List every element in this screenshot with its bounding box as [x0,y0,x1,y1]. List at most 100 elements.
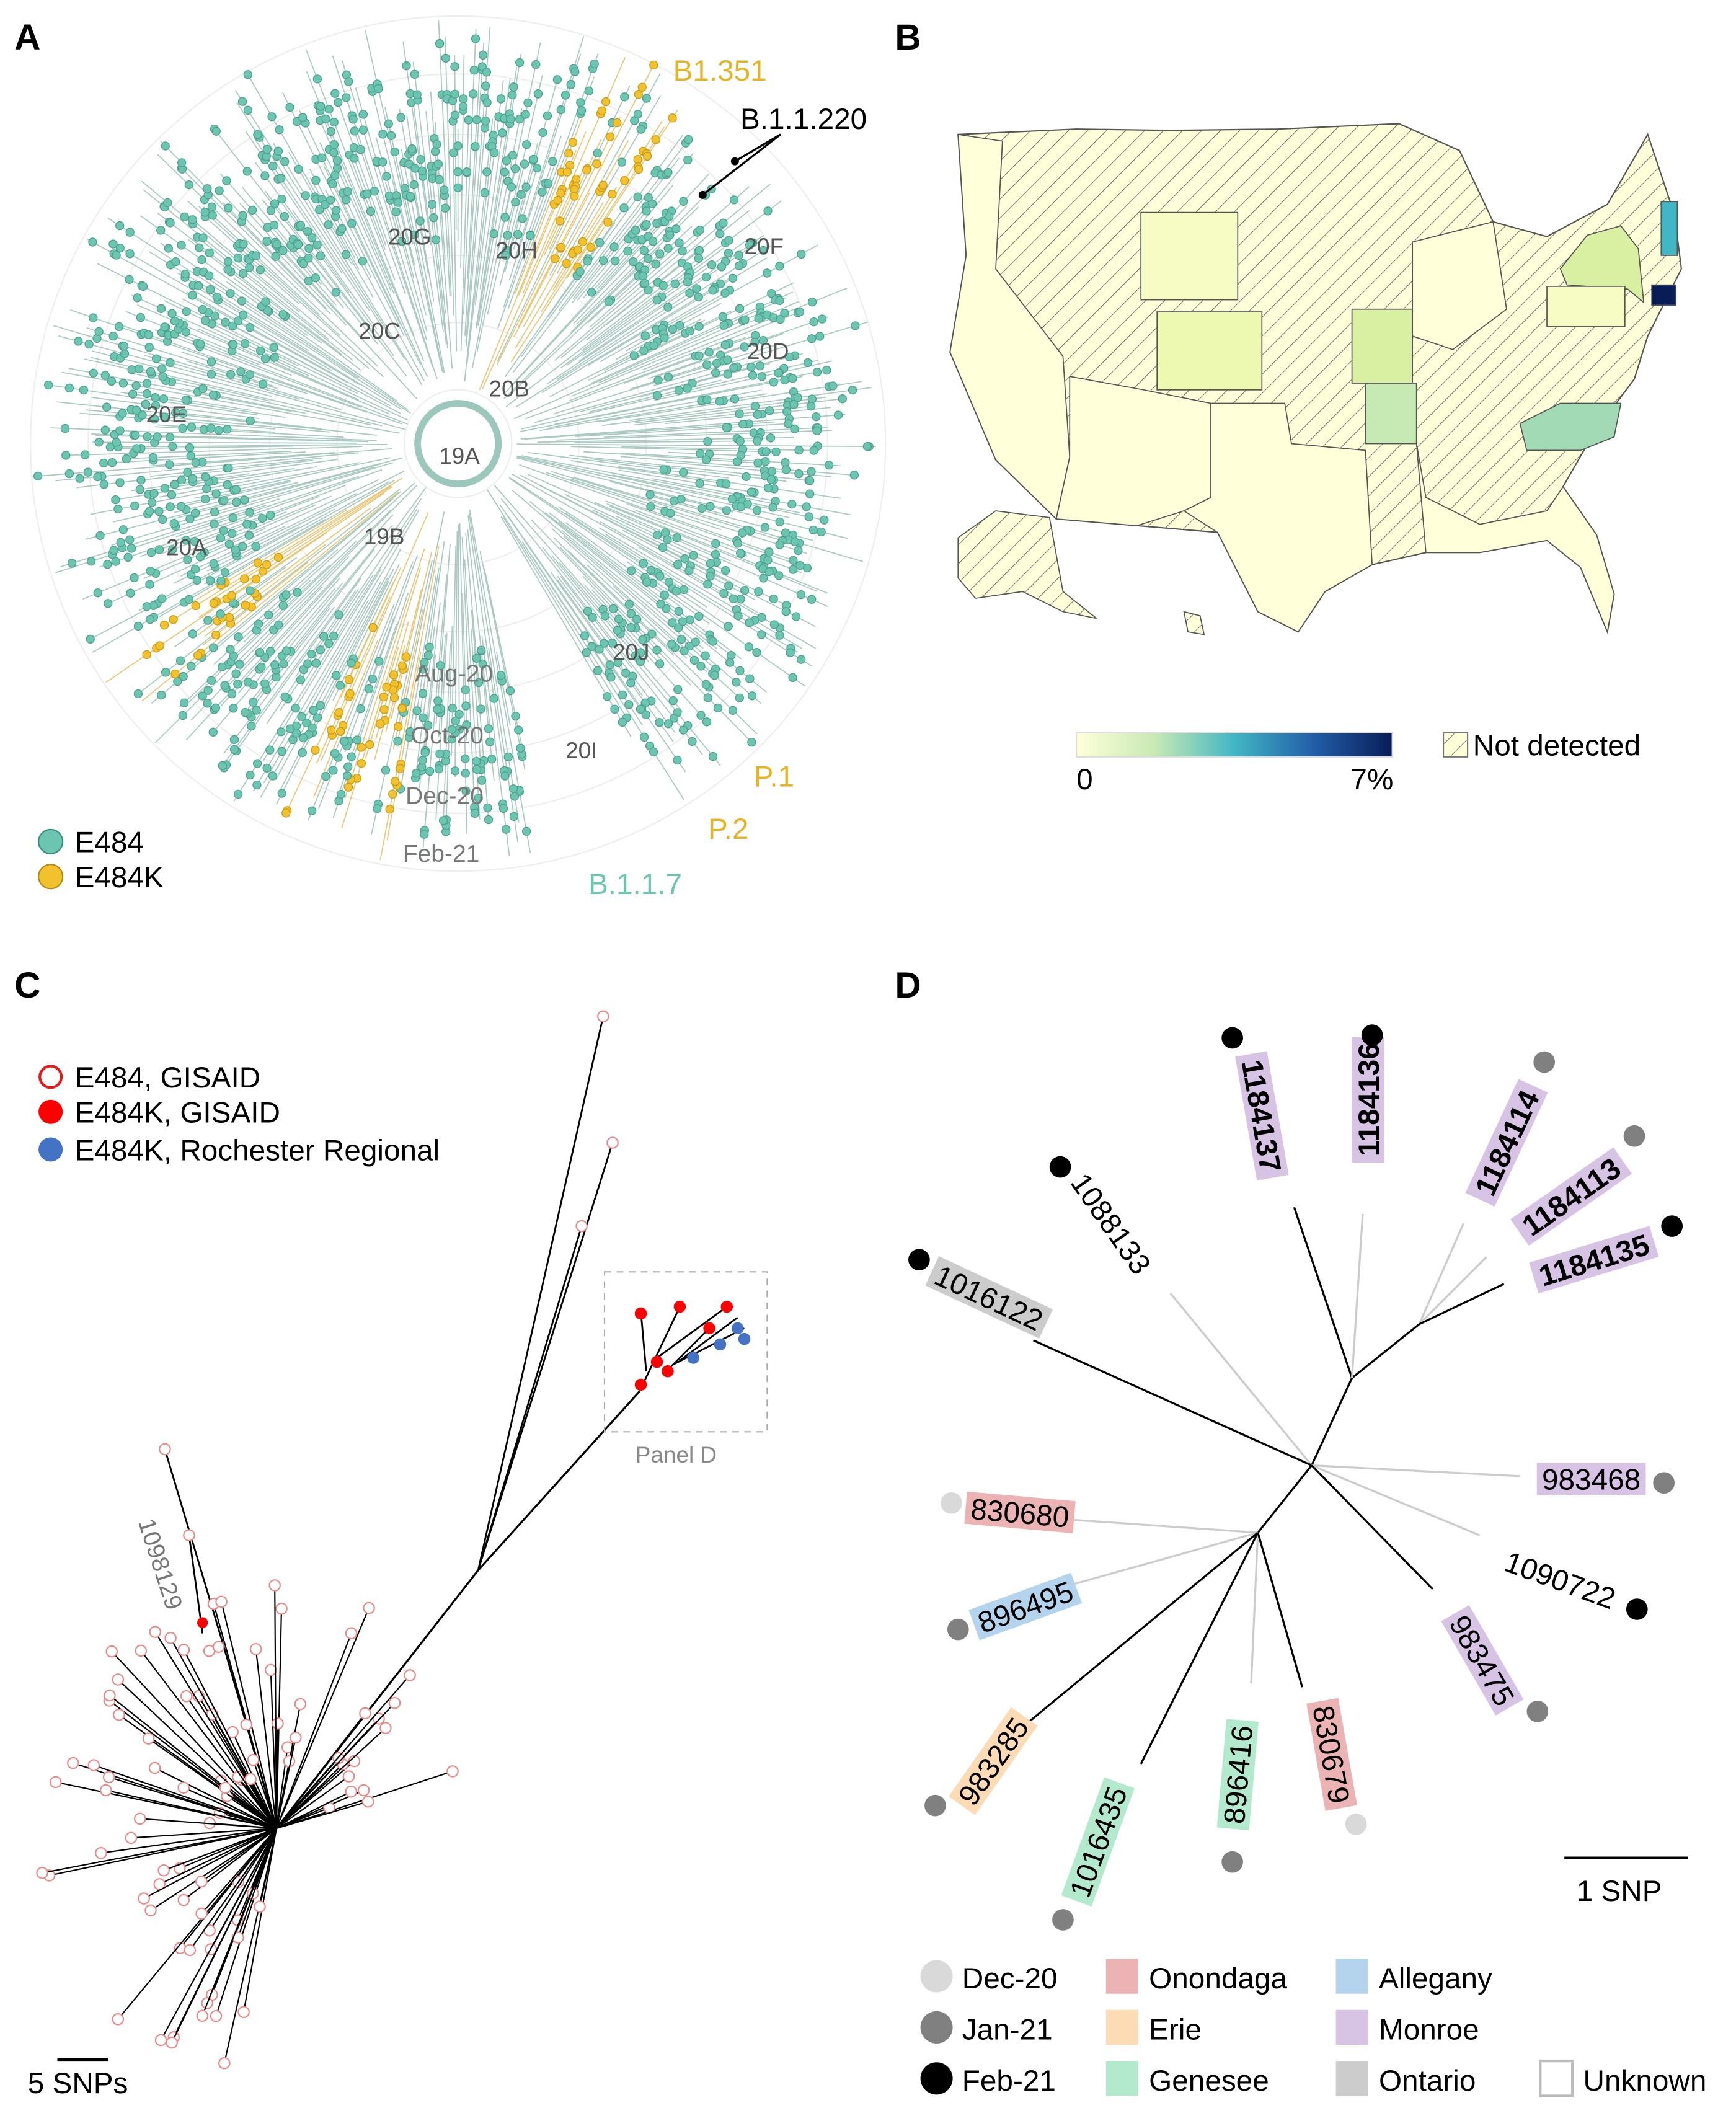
e484-tip [732,678,741,687]
e484-tip [148,453,158,463]
e484-tip [672,533,681,542]
e484-tip [391,207,401,216]
e484-tip [33,471,43,481]
e484-tip [795,560,805,570]
e484-tip [807,298,817,307]
e484-tip [656,600,665,609]
e484-tip [181,536,190,545]
e484-tip [280,157,290,166]
e484-tip [449,148,458,157]
e484-tip [694,254,704,263]
e484-tip [196,339,205,349]
e484-tip [240,495,249,505]
e484-tip [272,239,281,249]
e484-tip [343,187,352,197]
e484-tip [167,309,177,318]
branch [111,1650,277,1829]
branch [513,192,590,337]
e484-tip [215,186,224,195]
e484k-gisaid-tip [703,1322,715,1335]
e484-tip [790,537,800,546]
e484-gisaid-tip [195,1876,208,1888]
e484-tip [824,461,834,470]
e484-tip [764,567,774,577]
e484-tip [280,692,290,702]
e484-tip [776,315,785,324]
e484-tip [623,246,632,256]
e484-gisaid-tip [404,1669,416,1681]
e484-tip [198,691,207,701]
e484-tip [775,296,784,306]
branch [653,321,868,386]
e484-tip [185,443,195,453]
e484-tip [710,671,719,680]
branch [160,1828,277,2041]
e484-tip [720,288,730,298]
e484-tip [582,648,591,657]
e484-tip [447,725,457,734]
branch [202,1828,277,2016]
e484-tip [796,655,806,664]
e484-tip [438,816,448,825]
branch [204,481,390,585]
branch [259,1828,277,1907]
e484-tip [285,724,294,733]
legend-county-swatch [1335,2009,1368,2045]
e484-tip [474,678,484,688]
e484-tip [747,737,756,747]
branch [605,534,798,653]
e484-tip [166,218,175,228]
e484-gisaid-tip [575,1220,588,1233]
branch [1311,1464,1433,1590]
e484-gisaid-tip [240,1718,253,1731]
e484-tip [281,646,291,655]
date-dot [1533,1051,1556,1073]
e484-tip [435,39,445,48]
branch [239,203,360,336]
e484-tip [216,609,225,619]
branch [544,512,717,649]
branch [538,484,816,627]
legend-month-label: Dec-20 [962,1962,1058,1995]
branch [189,1828,277,1951]
e484-tip [178,423,187,433]
branch [186,540,358,705]
e484-tip [312,240,322,250]
scale-label-c: 5 SNPs [28,2067,128,2100]
branch [565,494,727,572]
panel-label-c: C [14,965,40,1006]
e484k-tip [592,159,601,169]
e484-tip [291,704,300,713]
e484-tip [133,689,143,699]
e484k-rochester-tip [687,1352,699,1364]
e484-tip [373,804,382,813]
branch [53,325,342,410]
e484k-rochester-tip [714,1338,727,1351]
e484-tip [418,689,428,698]
e484-tip [185,514,195,524]
e484-tip [715,397,725,406]
e484-tip [425,642,434,652]
tip-label-896495: 896495 [968,1572,1083,1641]
lineage-label-p2: P.2 [708,813,748,846]
e484-tip [115,426,125,435]
e484-tip [805,489,815,498]
e484-tip [708,286,717,295]
e484-tip [593,666,603,675]
e484-tip [75,474,84,483]
branch [471,609,490,824]
branch [93,1765,277,1830]
e484-tip [515,58,525,68]
e484-tip [180,212,189,221]
e484-tip [236,367,246,376]
branch [556,285,701,380]
e484-tip [308,806,317,815]
e484-tip [719,588,728,598]
e484-tip [674,386,684,395]
e484-tip [135,364,144,373]
e484-gisaid-tip [149,1626,162,1638]
e484-tip [210,311,219,321]
branch [237,1828,277,1938]
branch [467,529,491,729]
branch [399,575,437,794]
